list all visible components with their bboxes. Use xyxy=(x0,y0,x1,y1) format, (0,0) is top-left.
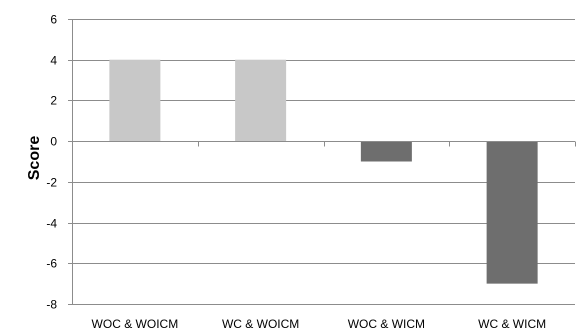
y-tick-label: 6 xyxy=(50,13,57,27)
bar xyxy=(486,141,538,284)
y-tick-label: 4 xyxy=(50,54,57,68)
x-tick-label: WOC & WICM xyxy=(348,317,425,331)
axes xyxy=(68,19,576,305)
y-tick-label: 2 xyxy=(50,94,57,108)
bar xyxy=(235,59,287,142)
y-tick-label: 0 xyxy=(50,135,57,149)
bar xyxy=(360,141,412,162)
y-tick-label: -8 xyxy=(46,298,57,312)
y-tick-labels: 6 4 2 0 -2 -4 -6 -8 xyxy=(46,13,57,312)
y-tick-label: -6 xyxy=(46,257,57,271)
bars xyxy=(109,59,538,284)
x-tick-label: WC & WICM xyxy=(478,317,546,331)
x-tick-label: WC & WOICM xyxy=(222,317,299,331)
x-tick-label: WOC & WOICM xyxy=(92,317,179,331)
x-tick-labels: WOC & WOICM WC & WOICM WOC & WICM WC & WICM xyxy=(92,317,547,331)
y-axis-title: Score xyxy=(26,136,43,181)
y-tick-label: -2 xyxy=(46,176,57,190)
bar xyxy=(109,59,161,142)
y-tick-label: -4 xyxy=(46,217,57,231)
